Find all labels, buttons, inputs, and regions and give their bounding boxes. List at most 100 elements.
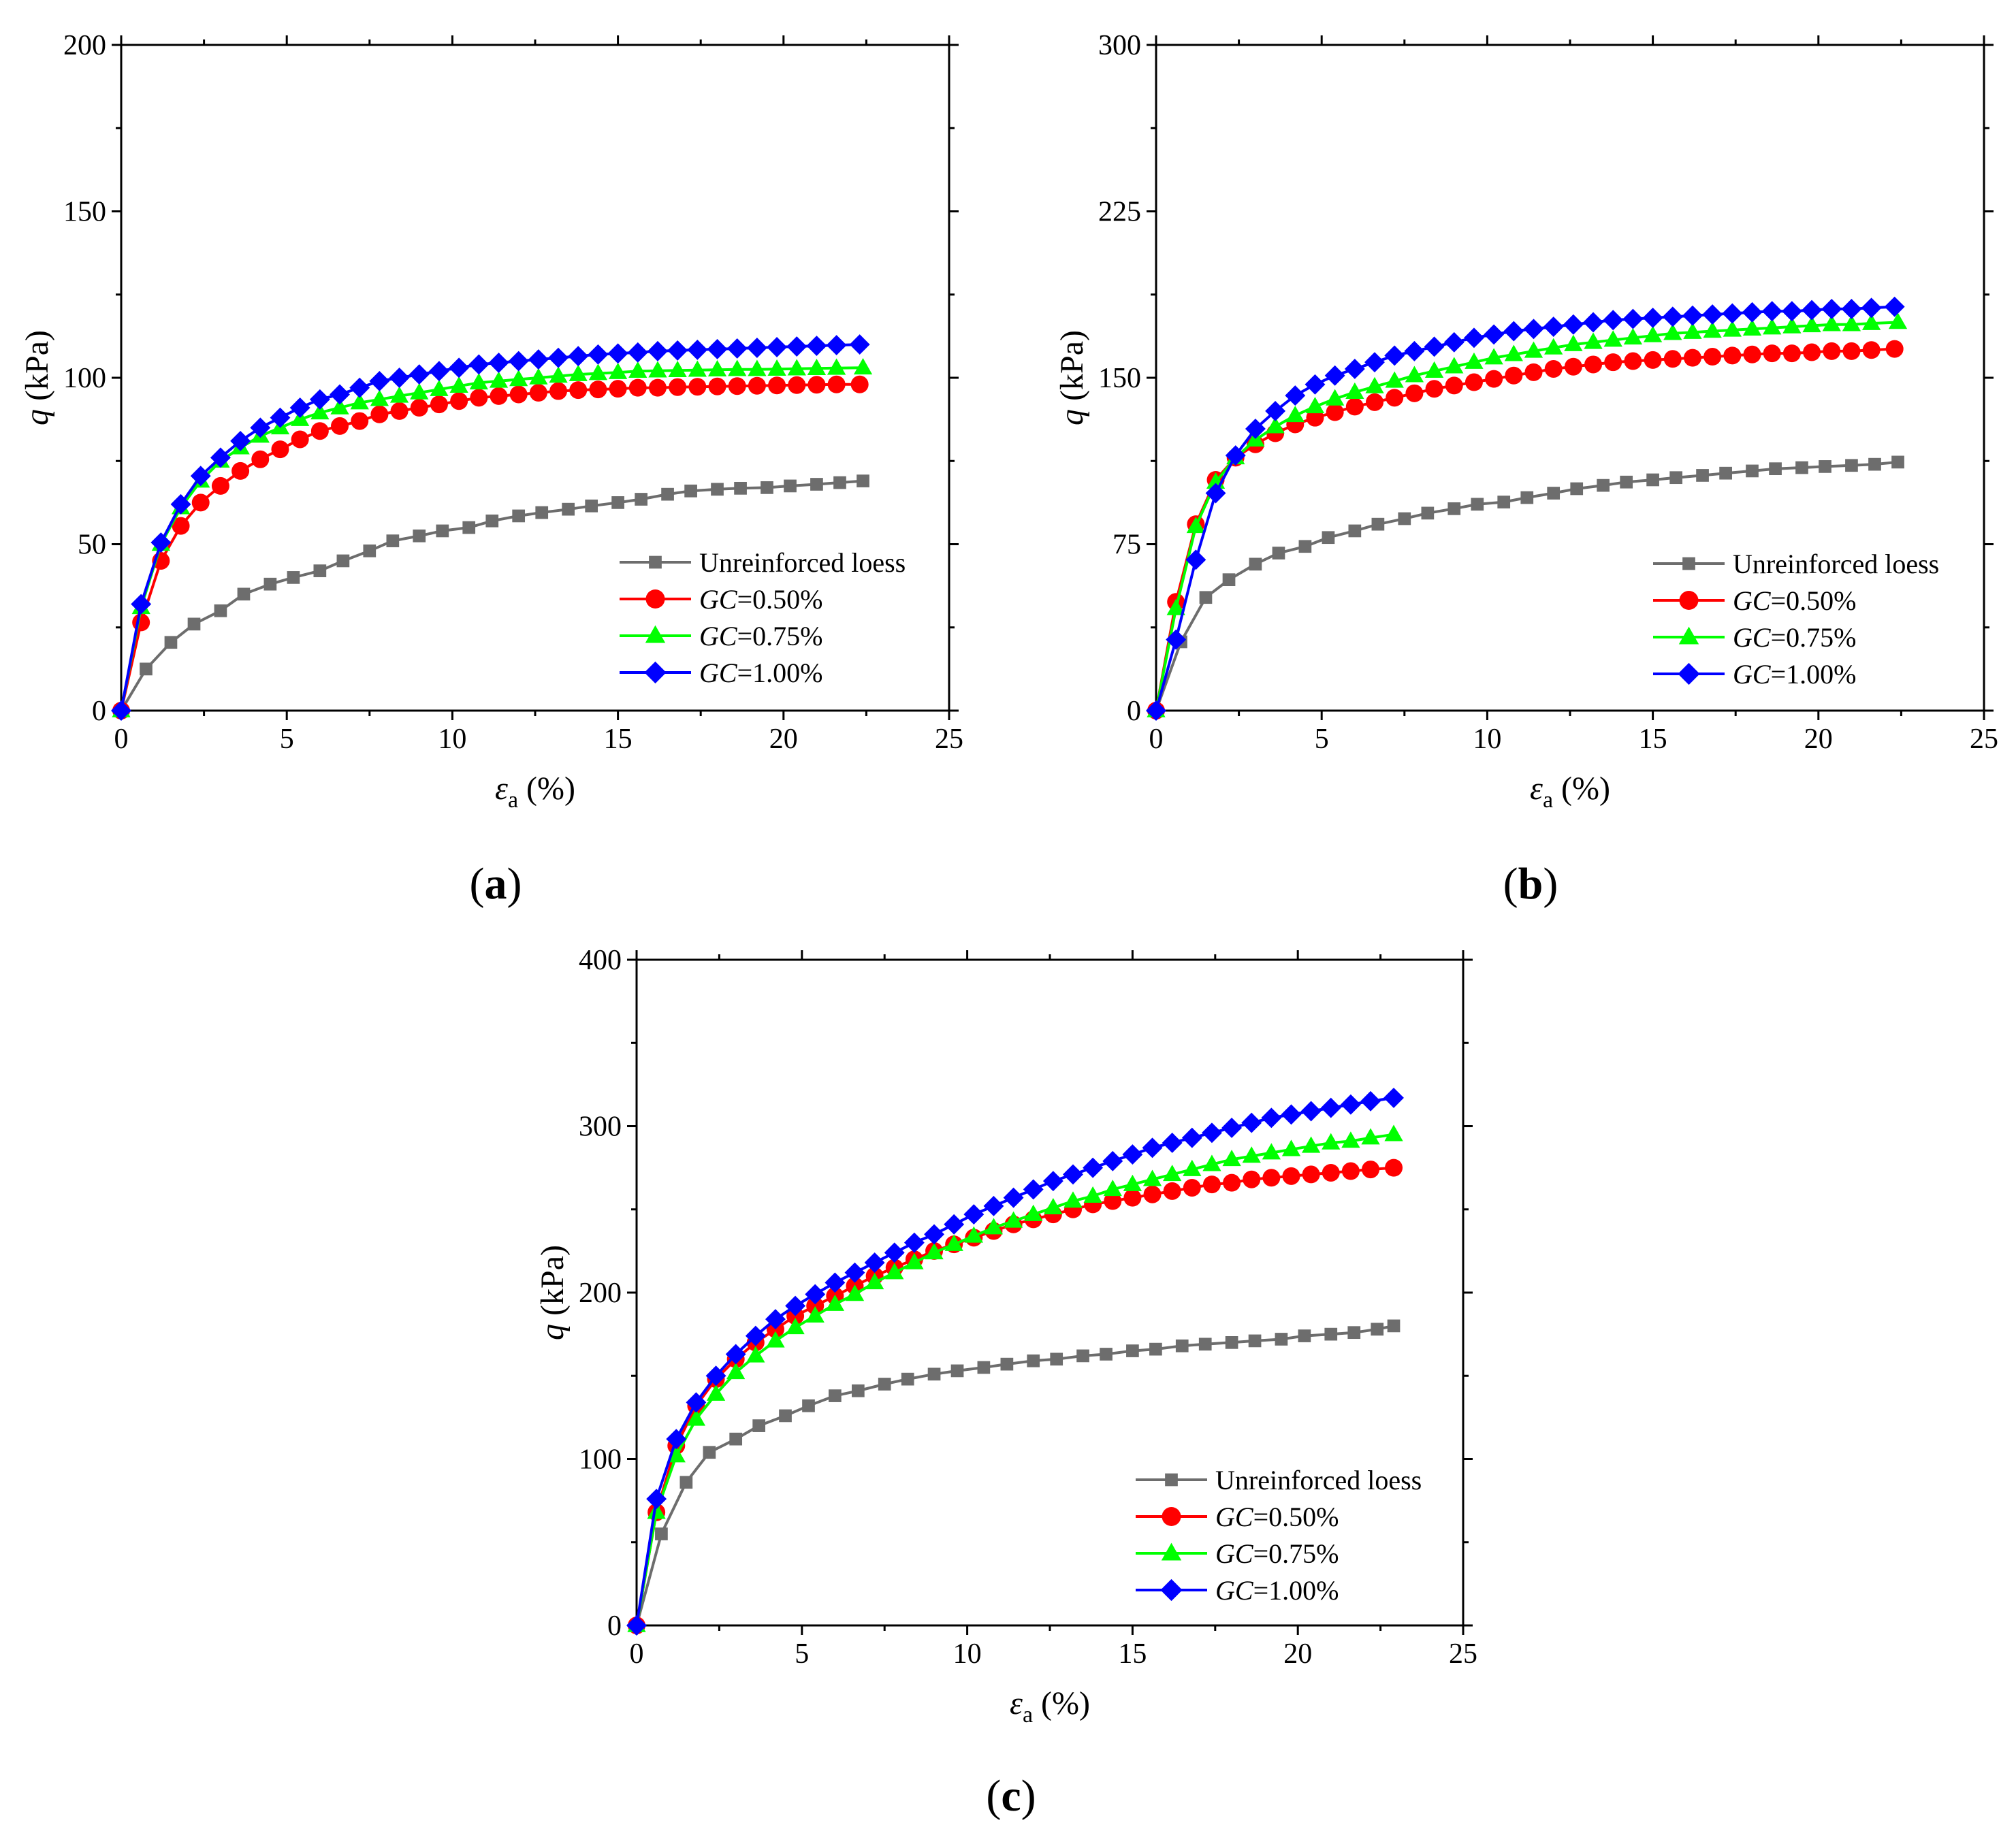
data-point — [588, 344, 609, 365]
x-tick-label: 5 — [280, 724, 294, 755]
caption-open-paren: ( — [470, 859, 485, 909]
data-point — [231, 461, 250, 480]
data-point — [728, 359, 747, 376]
panel-caption: (c) — [986, 1771, 1036, 1821]
x-axis-title: εa (%) — [1010, 1685, 1090, 1728]
y-axis-symbol: q — [19, 409, 55, 425]
data-point — [512, 509, 526, 523]
data-point — [449, 376, 468, 393]
data-point — [748, 376, 766, 395]
data-point — [1404, 340, 1425, 361]
data-point — [1742, 319, 1762, 336]
data-point — [1285, 406, 1305, 423]
data-point — [944, 1214, 965, 1235]
data-point — [668, 360, 687, 377]
data-point — [647, 340, 668, 361]
x-axis-unit: (%) — [518, 771, 575, 807]
data-point — [1181, 1127, 1202, 1148]
legend-label-prefix: GC — [1733, 659, 1772, 690]
legend-label-text: Unreinforced loess — [699, 547, 906, 578]
data-point — [849, 334, 870, 355]
legend-label: Unreinforced loess — [1733, 549, 1939, 579]
data-point — [1175, 1339, 1189, 1352]
data-point — [1781, 301, 1802, 322]
data-point — [1302, 1165, 1320, 1184]
data-point — [845, 1284, 865, 1301]
legend-marker — [1161, 1542, 1182, 1561]
data-point — [1802, 316, 1821, 333]
data-point — [1603, 310, 1624, 331]
data-point — [1248, 1334, 1262, 1348]
data-point — [666, 1429, 687, 1450]
data-point — [1463, 327, 1484, 349]
y-tick-label: 150 — [1098, 363, 1141, 394]
data-point — [150, 532, 172, 553]
data-point — [1344, 359, 1365, 379]
legend-label: Unreinforced loess — [1215, 1465, 1422, 1495]
data-point — [1503, 321, 1524, 342]
legend-label-text: Unreinforced loess — [1215, 1465, 1422, 1495]
data-point — [369, 370, 390, 391]
data-point — [1484, 324, 1505, 345]
data-point — [172, 517, 190, 535]
data-point — [1305, 397, 1325, 414]
y-tick-label: 100 — [63, 363, 106, 394]
data-point — [1365, 376, 1384, 393]
legend-label-prefix: GC — [1215, 1502, 1254, 1532]
x-tick-label: 20 — [769, 724, 798, 755]
legend: Unreinforced loessGC=0.50%GC=0.75%GC=1.0… — [1136, 1465, 1422, 1606]
legend-marker — [1678, 626, 1699, 645]
data-point — [786, 336, 807, 357]
legend-marker — [645, 625, 666, 643]
data-point — [1543, 317, 1564, 337]
chart-panel-c: 0 5 10 15 20 25 0 100 200 300 400 εa (%) q (kPa) Unre… — [534, 945, 1477, 1728]
legend-label: GC=1.00% — [1215, 1575, 1339, 1606]
legend-label: GC=0.75% — [1215, 1538, 1339, 1569]
data-point — [585, 499, 598, 513]
data-point — [703, 1446, 716, 1459]
data-point — [806, 1297, 825, 1315]
data-point — [111, 700, 131, 721]
data-point — [705, 1365, 726, 1387]
legend-label-text: =1.00% — [1253, 1575, 1339, 1606]
data-point — [1743, 345, 1761, 363]
data-point — [1868, 457, 1881, 471]
x-axis-unit: (%) — [1553, 771, 1610, 807]
x-tick-label: 5 — [795, 1638, 809, 1670]
data-point — [767, 359, 786, 376]
y-tick-label: 300 — [579, 1112, 622, 1143]
data-point — [1624, 352, 1642, 370]
data-point — [462, 521, 476, 534]
data-point — [1584, 332, 1603, 349]
x-tick-label: 10 — [953, 1638, 982, 1670]
data-point — [977, 1361, 991, 1374]
data-point — [164, 636, 178, 649]
y-tick-label: 300 — [1098, 30, 1141, 61]
data-point — [1275, 1333, 1288, 1346]
data-point — [761, 481, 773, 494]
data-point — [287, 571, 300, 584]
data-point — [548, 347, 569, 368]
data-point — [409, 364, 430, 385]
legend-label-prefix: GC — [699, 621, 738, 651]
data-point — [1102, 1150, 1123, 1171]
x-tick-label: 25 — [1449, 1638, 1477, 1670]
series-line — [1155, 347, 1895, 711]
data-point — [1262, 1169, 1281, 1187]
data-point — [1683, 322, 1702, 339]
data-point — [1703, 321, 1722, 338]
caption-letter: a — [485, 859, 507, 909]
data-point — [529, 384, 547, 402]
data-point — [263, 577, 277, 591]
data-point — [729, 1432, 743, 1446]
legend-label: GC=0.50% — [1215, 1502, 1339, 1532]
data-point — [667, 1446, 686, 1463]
data-point — [655, 1527, 668, 1540]
data-point — [1841, 298, 1862, 319]
data-point — [1742, 302, 1763, 323]
data-point — [725, 1344, 746, 1365]
data-point — [1322, 531, 1335, 545]
data-point — [767, 337, 788, 357]
data-point — [825, 1272, 846, 1293]
data-point — [829, 1389, 842, 1402]
